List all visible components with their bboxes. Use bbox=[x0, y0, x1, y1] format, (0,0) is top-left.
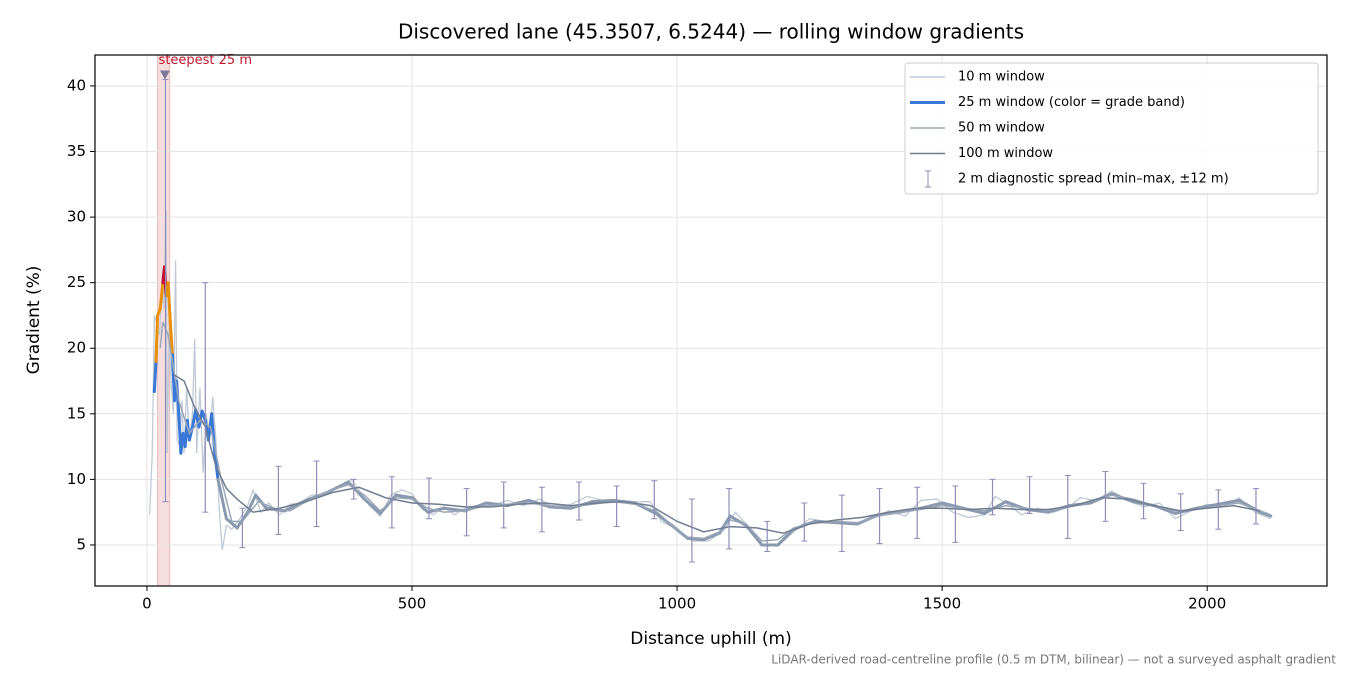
error-bar bbox=[688, 498, 695, 563]
error-bar bbox=[388, 476, 395, 529]
legend-label: 10 m window bbox=[958, 70, 1045, 85]
error-bar bbox=[1102, 471, 1109, 522]
x-tick-label: 2000 bbox=[1188, 595, 1226, 613]
y-tick-label: 20 bbox=[67, 339, 86, 357]
line-segment bbox=[548, 505, 573, 510]
error-bar bbox=[425, 477, 432, 520]
footnote: LiDAR-derived road-centreline profile (0… bbox=[771, 653, 1336, 667]
error-bar bbox=[202, 282, 209, 513]
error-bar bbox=[1177, 493, 1184, 532]
error-bar bbox=[1215, 489, 1222, 530]
peak-marker bbox=[159, 70, 170, 80]
error-bar bbox=[876, 488, 883, 545]
line-segment bbox=[1258, 510, 1273, 518]
error-bar bbox=[463, 488, 470, 537]
error-bar bbox=[275, 465, 282, 535]
error-bar bbox=[989, 478, 996, 516]
line-segment bbox=[166, 281, 172, 324]
y-tick-label: 40 bbox=[67, 76, 86, 94]
line-segment bbox=[702, 531, 721, 542]
error-bar bbox=[1252, 488, 1259, 525]
legend-label: 2 m diagnostic spread (min–max, ±12 m) bbox=[958, 172, 1229, 187]
error-bar bbox=[651, 480, 658, 520]
error-bar bbox=[162, 78, 169, 503]
error-bar bbox=[576, 481, 582, 521]
error-bar bbox=[313, 460, 320, 528]
y-tick-label: 25 bbox=[67, 273, 86, 291]
line-segment bbox=[394, 493, 414, 500]
legend-label: 25 m window (color = grade band) bbox=[958, 95, 1185, 110]
error-bar bbox=[538, 486, 545, 533]
plot-frame bbox=[94, 54, 1328, 587]
error-bar bbox=[350, 478, 357, 500]
y-tick-label: 10 bbox=[67, 470, 86, 488]
error-bar bbox=[764, 520, 771, 553]
error-bar bbox=[726, 488, 733, 550]
line-segment bbox=[776, 527, 796, 547]
legend-box bbox=[904, 62, 1319, 195]
line-segment bbox=[919, 501, 944, 510]
error-bar bbox=[801, 502, 808, 542]
line-segment bbox=[686, 536, 706, 542]
series-line bbox=[173, 373, 1261, 534]
error-bar bbox=[500, 481, 507, 529]
error-bar bbox=[952, 485, 959, 543]
line-segment bbox=[1216, 498, 1241, 506]
x-tick-label: 0 bbox=[142, 595, 152, 613]
x-axis-label: Distance uphill (m) bbox=[630, 629, 791, 649]
chart-title: Discovered lane (45.3507, 6.5244) — roll… bbox=[398, 20, 1024, 44]
line-segment bbox=[254, 493, 268, 510]
y-tick-label: 30 bbox=[67, 208, 86, 226]
line-segment bbox=[1195, 502, 1220, 510]
legend: 10 m window 25 m window (color = grade ba… bbox=[904, 62, 1319, 195]
line-segment bbox=[590, 498, 615, 504]
error-bar bbox=[239, 507, 246, 549]
y-axis-label: Gradient (%) bbox=[24, 266, 44, 375]
line-segment bbox=[154, 313, 160, 363]
error-bar bbox=[613, 485, 620, 528]
line-segment bbox=[168, 320, 174, 357]
y-tick-label: 15 bbox=[67, 404, 86, 422]
line-segment bbox=[834, 521, 859, 526]
legend-label: 50 m window bbox=[958, 121, 1045, 136]
error-bar bbox=[1140, 482, 1147, 520]
y-tick-label: 5 bbox=[76, 535, 86, 553]
y-tick-label: 35 bbox=[67, 142, 86, 160]
annotation: steepest 25 m bbox=[159, 53, 252, 68]
line-segment bbox=[216, 477, 228, 521]
line-segment bbox=[158, 281, 165, 311]
line-segment bbox=[152, 359, 158, 394]
highlight-band bbox=[157, 54, 171, 587]
legend-label: 100 m window bbox=[958, 146, 1053, 161]
line-segment bbox=[224, 517, 239, 530]
line-segment bbox=[362, 497, 382, 515]
line-segment bbox=[744, 523, 764, 547]
x-tick-label: 1500 bbox=[923, 595, 961, 613]
x-tick-label: 500 bbox=[398, 595, 427, 613]
series-line bbox=[159, 321, 1272, 542]
error-bar bbox=[1064, 474, 1071, 539]
error-bar bbox=[914, 486, 921, 539]
error-bar bbox=[1026, 476, 1033, 514]
x-tick-label: 1000 bbox=[658, 595, 696, 613]
error-bar bbox=[838, 494, 845, 553]
